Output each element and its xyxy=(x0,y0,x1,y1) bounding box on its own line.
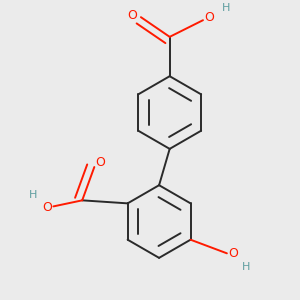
Text: H: H xyxy=(29,190,37,200)
Text: O: O xyxy=(128,9,137,22)
Text: O: O xyxy=(204,11,214,24)
Text: H: H xyxy=(242,262,251,272)
Text: O: O xyxy=(229,247,238,260)
Text: O: O xyxy=(95,156,105,169)
Text: H: H xyxy=(221,3,230,13)
Text: O: O xyxy=(42,201,52,214)
